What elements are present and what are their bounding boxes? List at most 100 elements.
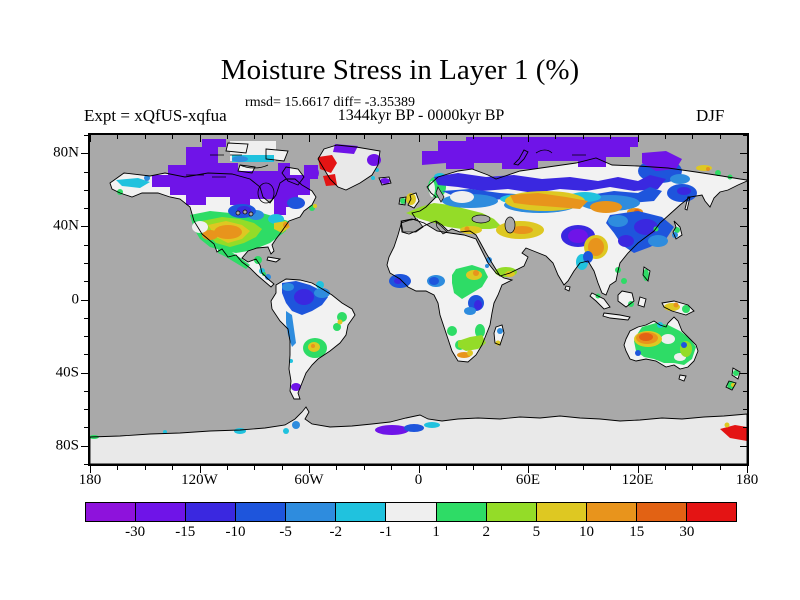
colorbar-labels: -30 -15 -10 -5 -2 -1 1 2 5 10 15 30 (85, 524, 737, 544)
axis-tick (281, 135, 283, 139)
axis-tick (84, 244, 88, 246)
axis-tick (84, 171, 88, 173)
experiment-label: Expt = xQfUS-xqfua (84, 106, 227, 125)
colorbar-level-label: -15 (175, 524, 196, 540)
anomaly-patches (90, 137, 747, 441)
colorbar-level-label: 30 (679, 524, 695, 540)
colorbar-segment (485, 503, 536, 521)
axis-tick (309, 466, 310, 473)
axis-tick (90, 466, 91, 473)
axis-tick (84, 390, 88, 392)
axis-tick (528, 135, 529, 142)
colorbar-segment (335, 503, 386, 521)
colorbar-level-label: 2 (482, 524, 490, 540)
colorbar-segment (385, 503, 436, 521)
colorbar-segment (535, 503, 586, 521)
y-axis-label: 80S (55, 437, 79, 454)
axis-tick (610, 466, 612, 470)
colorbar-segment (135, 503, 186, 521)
axis-tick (281, 466, 283, 470)
axis-tick (747, 135, 748, 142)
colorbar-segment (685, 503, 737, 521)
colorbar (85, 502, 737, 522)
axis-tick (336, 135, 338, 139)
axis-tick (445, 466, 447, 470)
axis-tick (418, 466, 420, 473)
axis-tick (226, 135, 228, 139)
axis-tick (254, 466, 256, 470)
axis-tick (582, 135, 584, 139)
axis-tick (637, 135, 639, 142)
axis-tick (743, 354, 747, 356)
colorbar-segment (585, 503, 636, 521)
x-axis-label: 60E (515, 472, 541, 488)
y-axis-label: 40S (55, 364, 79, 381)
axis-tick (740, 445, 747, 447)
axis-tick (81, 299, 88, 301)
axis-tick (84, 464, 88, 465)
colorbar-level-label: -5 (279, 524, 292, 540)
colorbar-level-label: 15 (629, 524, 645, 540)
axis-tick (743, 262, 747, 264)
axis-tick (336, 466, 338, 470)
axis-tick (528, 466, 529, 473)
colorbar-segment (185, 503, 236, 521)
axis-tick (226, 466, 228, 470)
axis-tick (743, 427, 747, 429)
axis-tick (719, 135, 721, 139)
axis-tick (309, 135, 310, 142)
axis-tick (555, 135, 557, 139)
x-axis-label: 120W (181, 472, 218, 488)
axis-tick (747, 466, 748, 473)
colorbar-level-label: -10 (225, 524, 246, 540)
axis-tick (610, 135, 612, 139)
axis-tick (740, 153, 747, 155)
axis-tick (90, 135, 91, 142)
axis-tick (117, 466, 119, 470)
colorbar-level-label: 1 (432, 524, 440, 540)
colorbar-segment (285, 503, 336, 521)
period-label: 1344kyr BP - 0000kyr BP (337, 107, 505, 124)
axis-tick (391, 466, 393, 470)
axis-tick (84, 189, 88, 191)
x-axis-label: 180 (78, 472, 102, 488)
colorbar-segment (235, 503, 286, 521)
axis-tick (743, 409, 747, 411)
x-axis-label: 0 (414, 472, 423, 488)
axis-tick (743, 208, 747, 210)
axis-tick (363, 135, 365, 139)
axis-tick (81, 445, 88, 447)
axis-tick (719, 466, 721, 470)
axis-tick (664, 466, 666, 470)
axis-tick (84, 262, 88, 264)
axis-tick (743, 390, 747, 392)
page-title: Moisture Stress in Layer 1 (%) (220, 54, 580, 86)
coastlines (90, 142, 747, 464)
x-axis-label: 60W (294, 472, 324, 488)
world-map (90, 135, 747, 464)
axis-tick (172, 466, 174, 470)
colorbar-level-label: 5 (532, 524, 541, 540)
y-axis-label: 0 (71, 291, 80, 307)
axis-tick (84, 354, 88, 356)
colorbar-level-label: -2 (329, 524, 343, 540)
axis-tick (740, 372, 747, 374)
axis-tick (740, 299, 747, 301)
colorbar-segment (435, 503, 486, 521)
y-axis-label: 40N (53, 217, 79, 234)
axis-tick (445, 135, 447, 139)
y-axis-label: 80N (53, 144, 79, 161)
axis-tick (473, 135, 475, 139)
axis-tick (84, 427, 88, 429)
axis-tick (81, 372, 88, 374)
axis-tick (740, 226, 747, 228)
colorbar-segment (635, 503, 686, 521)
axis-tick (254, 135, 256, 139)
axis-tick (664, 135, 666, 139)
axis-tick (144, 135, 146, 139)
season-label: DJF (696, 106, 725, 125)
colorbar-level-label: 10 (579, 524, 595, 540)
stats-label: rmsd= 15.6617 diff= -3.35389 (245, 95, 415, 110)
colorbar-segment (86, 503, 136, 521)
